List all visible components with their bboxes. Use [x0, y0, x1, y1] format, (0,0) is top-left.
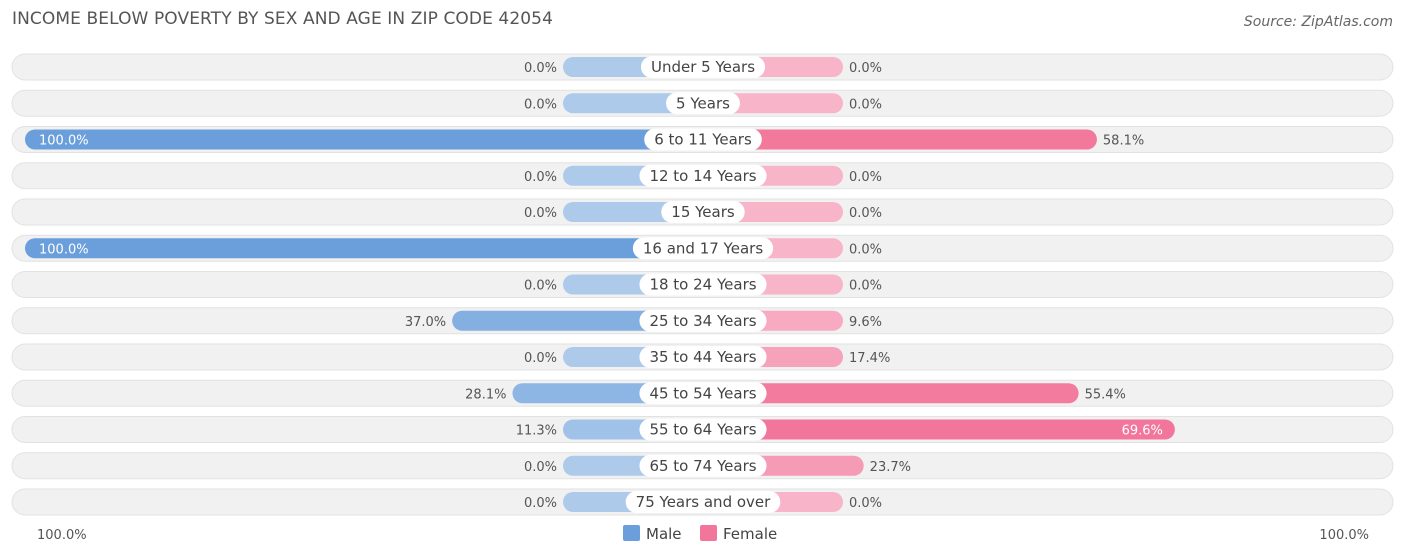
value-label-male: 0.0%: [524, 279, 557, 294]
value-label-male: 0.0%: [524, 170, 557, 185]
chart-row: 0.0% 0.0% 12 to 14 Years: [11, 162, 1394, 190]
value-label-female: 23.7%: [870, 460, 911, 475]
value-label-male: 0.0%: [524, 206, 557, 221]
value-label-female: 17.4%: [849, 351, 890, 366]
chart-row: 0.0% 0.0% 15 Years: [11, 198, 1394, 226]
category-pill: [666, 92, 740, 115]
category-pill: [625, 491, 781, 513]
category-label: 5 Years: [676, 94, 730, 112]
chart-row: 100.0% 0.0% 16 and 17 Years: [11, 234, 1394, 262]
value-label-female: 0.0%: [849, 496, 882, 511]
chart-legend: Male Female: [623, 525, 777, 543]
legend-label-female: Female: [723, 525, 777, 543]
value-label-male: 0.0%: [524, 351, 557, 366]
chart-title: INCOME BELOW POVERTY BY SEX AND AGE IN Z…: [12, 9, 554, 29]
category-pill: [632, 237, 774, 260]
axis-label-left: 100.0%: [37, 528, 87, 543]
value-label-female: 0.0%: [849, 242, 882, 257]
value-label-male: 100.0%: [39, 242, 89, 257]
category-label: Under 5 Years: [651, 58, 755, 76]
category-pill: [639, 273, 767, 296]
value-label-female: 0.0%: [849, 206, 882, 221]
bar-male: [25, 238, 703, 259]
value-label-male: 28.1%: [465, 387, 506, 402]
value-label-male: 0.0%: [524, 97, 557, 112]
category-pill: [639, 382, 767, 405]
category-label: 12 to 14 Years: [649, 167, 756, 185]
category-label: 25 to 34 Years: [649, 312, 756, 330]
category-label: 65 to 74 Years: [649, 457, 756, 475]
category-pill: [639, 346, 767, 368]
category-label: 75 Years and over: [636, 493, 771, 511]
value-label-female: 0.0%: [849, 170, 882, 185]
chart-row: 11.3% 69.6% 55 to 64 Years: [11, 416, 1394, 443]
value-label-male: 37.0%: [405, 315, 446, 330]
chart-row: 37.0% 9.6% 25 to 34 Years: [11, 307, 1394, 335]
axis-label-right: 100.0%: [1319, 528, 1369, 543]
value-label-female: 9.6%: [849, 315, 882, 330]
category-pill: [639, 164, 767, 187]
category-label: 35 to 44 Years: [649, 348, 756, 366]
category-label: 55 to 64 Years: [649, 421, 756, 439]
value-label-male: 0.0%: [524, 61, 557, 76]
category-pill: [639, 454, 767, 477]
legend-swatch-female: [700, 525, 717, 541]
value-label-female: 58.1%: [1103, 134, 1144, 149]
category-label: 45 to 54 Years: [649, 384, 756, 402]
value-label-female: 69.6%: [1122, 424, 1163, 439]
chart-rows: 0.0% 0.0% Under 5 Years 0.0% 0.0% 5 Years 100.…: [11, 53, 1394, 516]
category-label: 16 and 17 Years: [643, 239, 763, 257]
bar-female: [703, 383, 1079, 404]
value-label-male: 0.0%: [524, 460, 557, 475]
chart-row: 0.0% 0.0% 75 Years and over: [11, 488, 1394, 516]
chart-axis: 100.0% 100.0%: [37, 528, 1369, 543]
category-label: 15 Years: [671, 203, 735, 221]
value-label-female: 0.0%: [849, 97, 882, 112]
bar-male: [25, 129, 703, 150]
chart-row: 0.0% 0.0% 18 to 24 Years: [11, 271, 1394, 298]
category-label: 6 to 11 Years: [654, 131, 752, 149]
chart-row: 0.0% 0.0% Under 5 Years: [11, 53, 1394, 81]
legend-swatch-male: [623, 525, 640, 541]
chart-row: 100.0% 58.1% 6 to 11 Years: [11, 126, 1394, 153]
category-label: 18 to 24 Years: [649, 276, 756, 294]
value-label-male: 100.0%: [39, 134, 89, 149]
legend-label-male: Male: [646, 525, 682, 543]
category-pill: [644, 128, 762, 151]
value-label-male: 0.0%: [524, 496, 557, 511]
chart-row: 28.1% 55.4% 45 to 54 Years: [11, 379, 1394, 407]
category-pill: [639, 309, 767, 332]
value-label-female: 55.4%: [1085, 387, 1126, 402]
bar-male: [452, 310, 703, 331]
chart-row: 0.0% 0.0% 5 Years: [11, 89, 1394, 117]
category-pill: [639, 418, 767, 441]
chart-source: Source: ZipAtlas.com: [1243, 14, 1393, 30]
value-label-female: 0.0%: [849, 279, 882, 294]
value-label-male: 11.3%: [516, 424, 557, 439]
category-pill: [661, 201, 745, 223]
bar-female: [703, 129, 1097, 150]
chart-row: 0.0% 23.7% 65 to 74 Years: [11, 452, 1394, 480]
chart-row: 0.0% 17.4% 35 to 44 Years: [11, 343, 1394, 371]
category-pill: [640, 56, 766, 78]
value-label-female: 0.0%: [849, 61, 882, 76]
bar-female: [703, 419, 1175, 440]
